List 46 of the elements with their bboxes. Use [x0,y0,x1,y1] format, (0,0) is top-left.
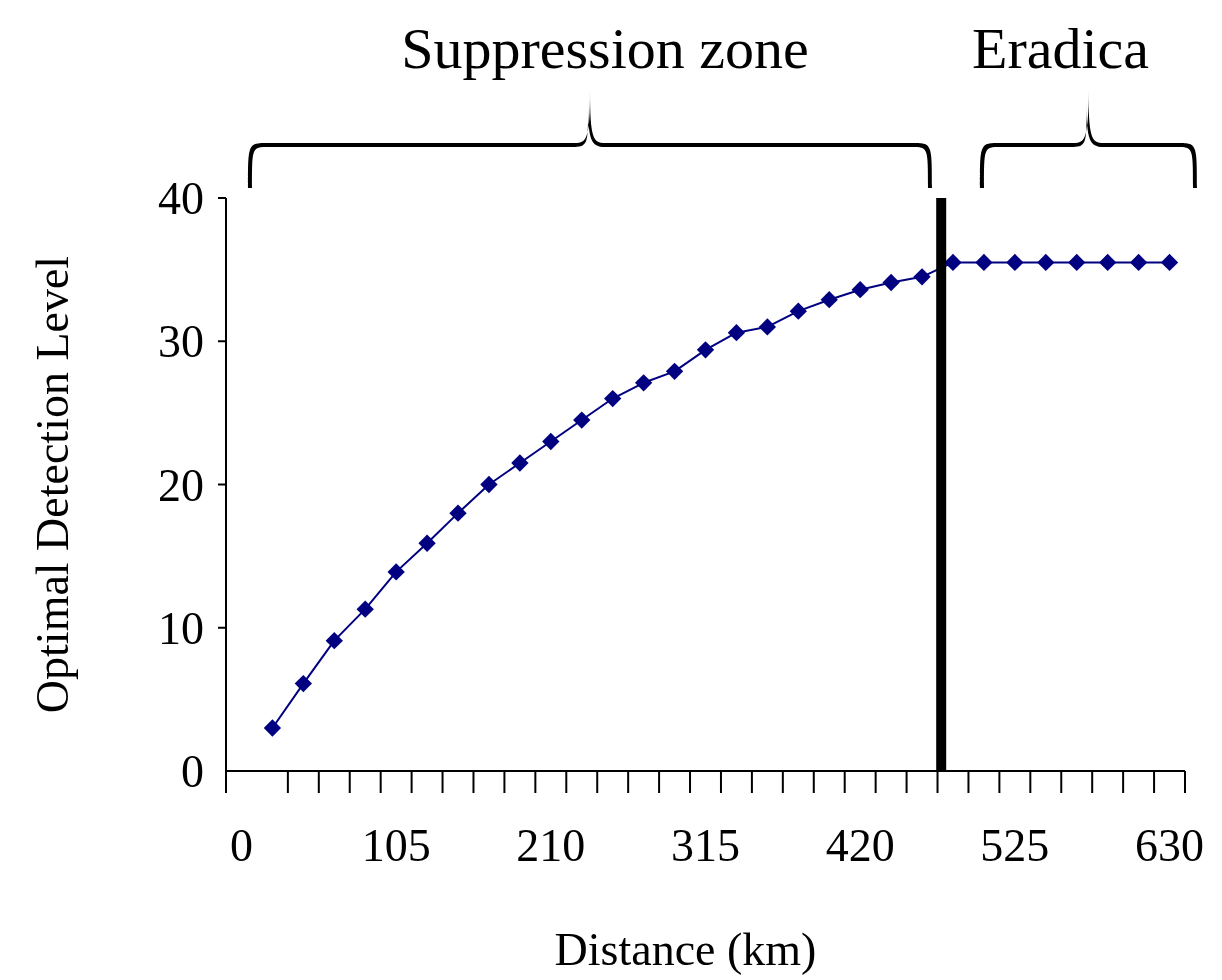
point [975,253,993,272]
point [913,268,931,286]
point [1068,253,1086,272]
point [542,432,560,451]
y-tick-label: 0 [181,746,204,798]
point [944,253,962,272]
point [1160,253,1179,272]
x-tick-label: 630 [1135,820,1205,871]
point [820,291,838,309]
y-tick-label: 10 [158,602,204,654]
x-tick-label: 0 [229,820,253,871]
point [356,600,374,618]
point [727,323,746,342]
point [1099,253,1117,272]
point [789,302,807,320]
point [696,341,715,359]
text: Eradica [972,16,1150,81]
point [325,631,343,650]
point [882,273,900,292]
x-axis-title: Distance (km) [554,924,817,975]
text: Suppression zone [401,16,809,81]
point [851,281,869,299]
point [418,534,436,552]
point [573,411,591,429]
point [480,475,498,494]
point [665,362,684,380]
x-tick-label: 315 [671,820,740,871]
point [263,719,282,737]
point [511,454,529,472]
x-tick-label: 420 [825,820,895,871]
point [634,374,653,392]
x-tick-label: 525 [980,820,1050,871]
y-tick-label: 40 [158,173,204,225]
point [1037,253,1055,272]
point [1129,253,1148,272]
point [449,504,467,522]
x-tick-label: 105 [361,820,431,871]
point [387,563,405,581]
x-tick-label: 210 [516,820,586,871]
point [294,674,312,693]
y-axis-title: Optimal Detection Level [27,255,78,714]
y-tick-label: 20 [158,459,204,511]
point [758,318,777,336]
point [1006,253,1024,272]
point [604,389,622,408]
y-tick-label: 30 [158,316,204,368]
